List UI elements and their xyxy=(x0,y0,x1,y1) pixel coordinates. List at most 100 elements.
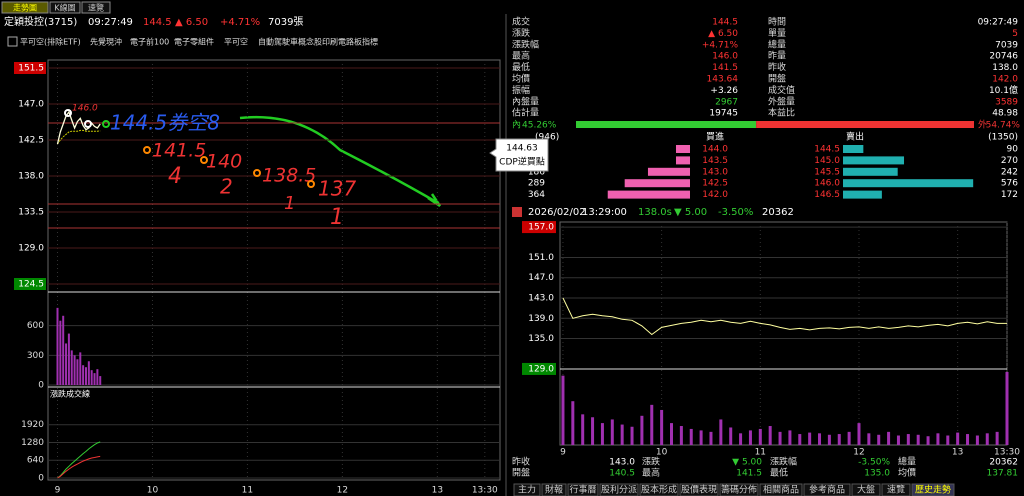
bottom-tab-label[interactable]: 大盤 xyxy=(857,484,875,496)
x-tick-label: 11 xyxy=(755,448,766,458)
bottom-tab[interactable] xyxy=(679,483,719,496)
info-label: 開盤 xyxy=(768,73,786,85)
sell-qty: 242 xyxy=(1001,167,1018,177)
info-label: 均價 xyxy=(512,73,530,85)
tag[interactable]: 電子零組件 xyxy=(174,37,214,47)
tag[interactable]: 印刷電路板指標 xyxy=(322,37,378,47)
x-tick-label: 12 xyxy=(337,486,348,496)
buy-price: 142.0 xyxy=(702,190,728,200)
volume-bar xyxy=(808,432,812,445)
bottom-tab-label[interactable]: 財報 xyxy=(545,484,563,496)
bottom-tab-label[interactable]: 主力 xyxy=(518,484,536,496)
tick-box xyxy=(522,362,556,375)
bottom-tab-label[interactable]: 股利分派 xyxy=(601,484,637,496)
bottom-tab-label[interactable]: 股本形成 xyxy=(641,484,677,496)
header-change: ▼ 5.00 xyxy=(674,207,707,218)
bottom-tab[interactable] xyxy=(759,483,803,496)
y-tick-label: 129.0 xyxy=(18,244,44,254)
volume-bar xyxy=(87,361,90,385)
info-value: +3.26 xyxy=(710,86,738,96)
info-value: 7039 xyxy=(995,40,1018,50)
tag[interactable]: 平可空(排除ETF) xyxy=(20,37,81,47)
stat-label: 最高 xyxy=(642,467,660,479)
bottom-tab-label[interactable]: 籌碼分佈 xyxy=(721,484,757,496)
tag[interactable]: 先覺現沖 xyxy=(90,37,122,47)
info-value: 3589 xyxy=(995,97,1018,107)
volume-bar xyxy=(906,434,910,445)
bottom-tab-label[interactable]: 歷史走勢 xyxy=(915,484,951,496)
bottom-tab-label[interactable]: 速覽 xyxy=(887,484,905,496)
bottom-tab-label[interactable]: 相關商品 xyxy=(763,484,799,496)
header-change-pct: -3.50% xyxy=(718,207,753,218)
chart-frame xyxy=(559,221,1008,446)
buy-price: 143.5 xyxy=(702,156,728,166)
stat-value: 140.5 xyxy=(609,469,635,479)
tab-label[interactable]: 速覽 xyxy=(88,3,104,13)
bottom-tab-label[interactable]: 參考商品 xyxy=(809,484,845,496)
volume-bar xyxy=(84,367,87,385)
tab[interactable] xyxy=(1,1,49,14)
bottom-tab[interactable] xyxy=(719,483,759,496)
y-tick-label: 133.5 xyxy=(18,208,44,218)
volume-bar xyxy=(73,355,76,385)
bottom-tab[interactable] xyxy=(513,483,541,496)
tag[interactable]: 平可空 xyxy=(224,37,248,47)
tag[interactable]: 電子前100 xyxy=(130,37,169,47)
volume-bar xyxy=(689,428,693,445)
sell-price: 145.5 xyxy=(814,167,840,177)
bottom-tab[interactable] xyxy=(599,483,639,496)
tab[interactable] xyxy=(81,1,111,14)
tab-label[interactable]: K線圖 xyxy=(54,3,75,13)
sell-price: 146.5 xyxy=(814,190,840,200)
bottom-tab-label[interactable]: 行事曆 xyxy=(569,484,596,496)
tab-label[interactable]: 走勢圖 xyxy=(13,3,37,13)
outer-value: 54.74% xyxy=(986,121,1021,131)
volume-bar xyxy=(70,350,73,385)
annotation-dot xyxy=(307,180,315,188)
x-tick-label: 13 xyxy=(952,448,963,458)
info-label: 單量 xyxy=(768,28,786,39)
tag[interactable]: 自動駕駛車概念股 xyxy=(258,37,322,47)
quote-time: 09:27:49 xyxy=(88,17,133,28)
y-tick-label: 129.0 xyxy=(528,364,554,374)
volume-bar xyxy=(778,431,782,445)
volume-bar xyxy=(610,419,614,445)
buy-qty: 364 xyxy=(528,190,545,200)
bottom-tab[interactable] xyxy=(851,483,881,496)
x-tick-label: 13 xyxy=(432,486,443,496)
buy-price: 142.5 xyxy=(702,179,728,189)
x-tick-label: 12 xyxy=(853,448,864,458)
bottom-tab[interactable] xyxy=(911,483,955,496)
tooltip-value: 144.63 xyxy=(506,144,538,154)
stat-label: 漲跌 xyxy=(642,457,660,468)
bottom-tab-label[interactable]: 股價表現 xyxy=(681,484,717,496)
y-tick-label: 142.5 xyxy=(18,136,44,146)
volume-bar xyxy=(56,307,59,385)
x-tick-label: 9 xyxy=(55,486,61,496)
volume-bar xyxy=(581,414,585,445)
info-value: 144.5 xyxy=(712,18,738,28)
y-tick-label: 640 xyxy=(27,456,44,466)
y-tick-label: 0 xyxy=(38,381,44,391)
volume-bar xyxy=(670,423,674,445)
annotation: 141.5 xyxy=(152,140,206,162)
header-volume: 20362 xyxy=(762,207,794,218)
tab[interactable] xyxy=(49,1,81,14)
bottom-tab[interactable] xyxy=(803,483,851,496)
volume-bar xyxy=(90,370,93,385)
tick-box xyxy=(14,62,46,74)
header-date: 2026/02/02 xyxy=(528,207,586,218)
bottom-tab[interactable] xyxy=(567,483,599,496)
inner-label: 內 xyxy=(512,120,521,131)
volume-bar xyxy=(946,435,950,445)
bottom-tab[interactable] xyxy=(541,483,567,496)
bottom-tab[interactable] xyxy=(881,483,911,496)
inner-value: 45.26% xyxy=(522,121,557,131)
y-tick-label: 300 xyxy=(27,351,44,361)
stat-label: 最低 xyxy=(770,467,788,479)
buy-bar xyxy=(675,156,690,165)
volume-bar xyxy=(591,417,595,445)
bottom-tab[interactable] xyxy=(639,483,679,496)
sell-bar xyxy=(843,145,864,153)
